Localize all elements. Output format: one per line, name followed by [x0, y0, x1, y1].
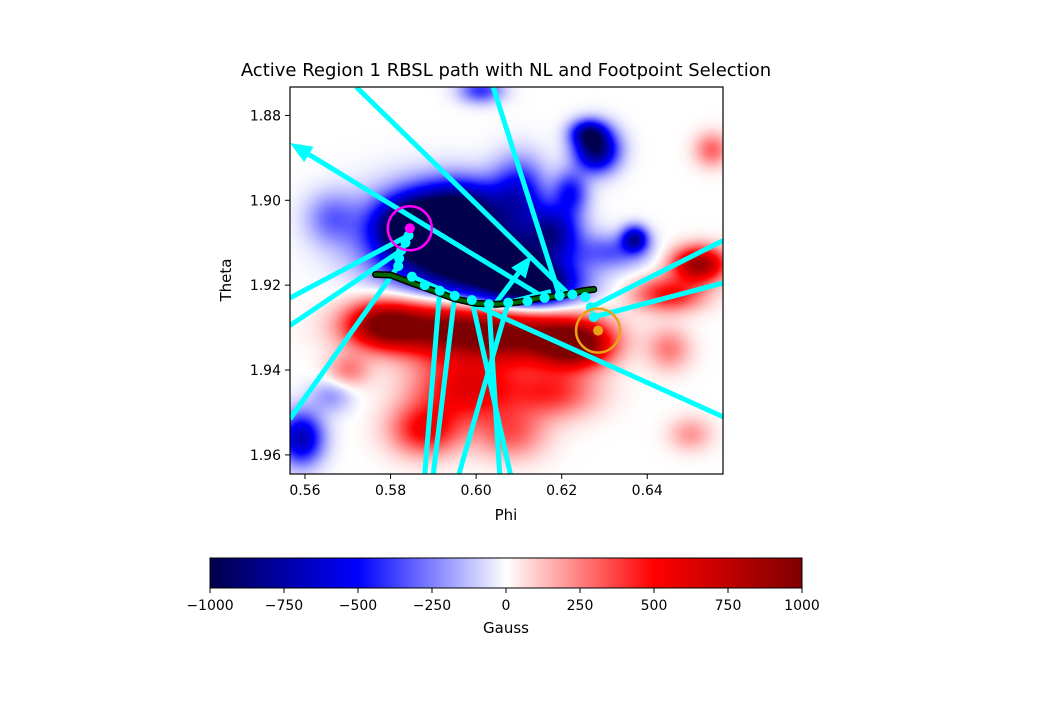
path-point	[522, 296, 533, 307]
colorbar-tick-label: 1000	[784, 598, 820, 614]
field-line	[290, 264, 401, 421]
y-tick-label: 1.92	[250, 278, 281, 294]
negative-footpoint-ring	[386, 205, 434, 252]
field-line	[469, 299, 513, 474]
overlay-layer	[290, 87, 723, 474]
plot-area	[289, 86, 724, 475]
field-line	[593, 280, 723, 320]
path-point	[449, 290, 460, 301]
colorbar-tick-label: 750	[715, 598, 742, 614]
path-point	[434, 285, 445, 296]
path-point	[580, 292, 591, 303]
colorbar-ticks: −1000 −750 −500 −250 0 250 500 750 1000	[186, 588, 820, 614]
field-line	[490, 87, 562, 297]
colorbar: −1000 −750 −500 −250 0 250 500 750 1000 Gauss	[186, 557, 820, 637]
path-point	[466, 295, 477, 306]
colorbar-tick-label: −1000	[186, 598, 233, 614]
positive-footpoint	[593, 325, 604, 336]
positive-footpoint-ring	[574, 307, 622, 354]
chart-title: Active Region 1 RBSL path with NL and Fo…	[241, 60, 771, 81]
colorbar-tick-label: −250	[413, 598, 451, 614]
colorbar-tick-label: 0	[502, 598, 511, 614]
field-line	[422, 290, 443, 474]
y-tick-label: 1.88	[250, 108, 281, 124]
field-line	[430, 295, 458, 474]
field-line	[456, 301, 511, 474]
field-line	[290, 233, 410, 301]
path-point	[394, 253, 405, 264]
x-axis: 0.56 0.58 0.60 0.62 0.64	[289, 474, 663, 499]
plot-frame	[289, 86, 724, 475]
colorbar-tick-label: 250	[567, 598, 594, 614]
field-line	[354, 87, 572, 298]
y-axis: 1.88 1.90 1.92 1.94 1.96	[250, 108, 290, 464]
y-axis-label: Theta	[217, 259, 235, 303]
colorbar-tick-label: −500	[339, 598, 377, 614]
field-line	[290, 248, 403, 328]
path-point	[483, 299, 494, 310]
field-line	[486, 304, 503, 474]
y-tick-label: 1.96	[250, 448, 281, 464]
path-point	[419, 280, 430, 291]
x-tick-label: 0.56	[289, 483, 320, 499]
x-tick-label: 0.58	[375, 483, 406, 499]
colorbar-tick-label: 500	[641, 598, 668, 614]
negative-footpoint	[404, 223, 415, 234]
colorbar-tick-label: −750	[265, 598, 303, 614]
y-tick-label: 1.90	[250, 193, 281, 209]
field-line-arrow-shaft	[307, 152, 546, 301]
path-point	[406, 271, 417, 282]
path-point	[588, 311, 599, 322]
x-axis-label: Phi	[495, 506, 518, 524]
path-point	[503, 297, 514, 308]
field-line-arrowhead	[511, 255, 532, 279]
magnetogram-image	[290, 87, 723, 474]
y-tick-label: 1.94	[250, 363, 281, 379]
field-line-arrowhead	[290, 143, 314, 163]
path-point	[400, 237, 411, 248]
path-point	[539, 292, 550, 303]
field-line	[589, 238, 723, 310]
colorbar-label: Gauss	[483, 619, 529, 637]
colorbar-gradient	[209, 557, 803, 589]
x-tick-label: 0.60	[461, 483, 492, 499]
path-point	[393, 261, 404, 272]
x-tick-label: 0.64	[632, 483, 663, 499]
path-point	[554, 290, 565, 301]
path-point	[567, 289, 578, 300]
x-tick-label: 0.62	[546, 483, 577, 499]
